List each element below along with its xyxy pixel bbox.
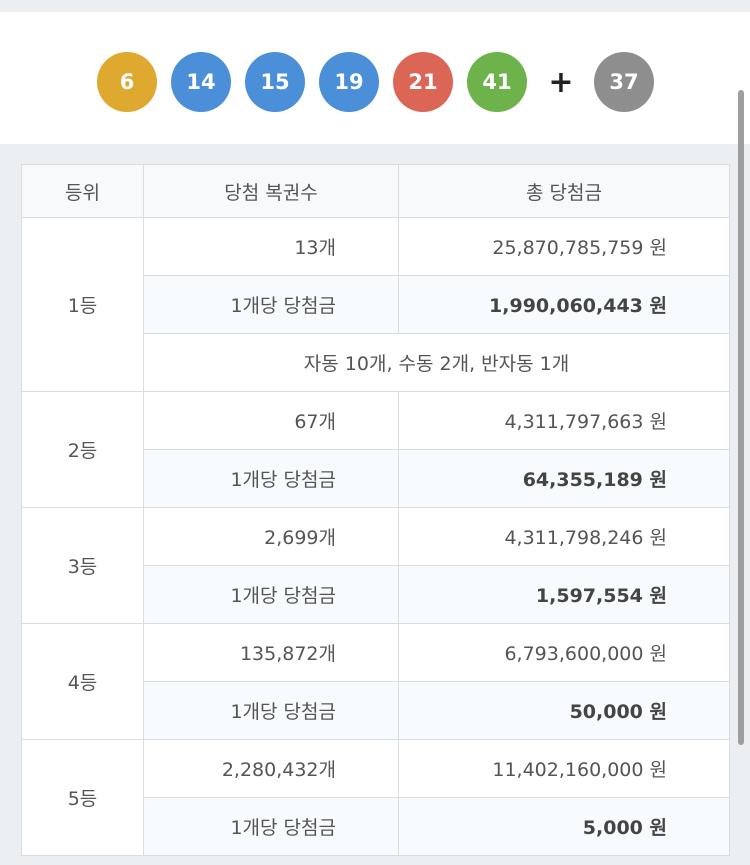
table-row: 자동 10개, 수동 2개, 반자동 1개 xyxy=(22,333,730,392)
total-prize: 4,311,797,663 원 xyxy=(398,391,730,450)
rank-cell: 4등 xyxy=(21,623,144,740)
winner-count: 2,699개 xyxy=(143,507,399,566)
table-row: 1개당 당첨금 1,990,060,443 원 xyxy=(22,275,730,334)
table-row: 2등 67개 4,311,797,663 원 xyxy=(21,391,730,508)
total-prize: 11,402,160,000 원 xyxy=(398,739,730,798)
table-row: 1개당 당첨금 1,597,554 원 xyxy=(22,565,730,624)
table-row: 1개당 당첨금 50,000 원 xyxy=(22,681,730,740)
per-winner-label: 1개당 당첨금 xyxy=(143,681,399,740)
total-prize: 4,311,798,246 원 xyxy=(398,507,730,566)
bonus-ball: 37 xyxy=(594,52,654,112)
total-prize: 25,870,785,759 원 xyxy=(398,217,730,276)
winner-count: 13개 xyxy=(143,217,399,276)
ball-5: 21 xyxy=(393,52,453,112)
table-row: 3등 2,699개 4,311,798,246 원 xyxy=(21,507,730,624)
table-header-row: 등위 당첨 복권수 총 당첨금 xyxy=(21,164,730,218)
top-strip xyxy=(0,0,750,12)
per-winner-prize: 1,597,554 원 xyxy=(398,565,730,624)
total-prize: 6,793,600,000 원 xyxy=(398,623,730,682)
purchase-type-note: 자동 10개, 수동 2개, 반자동 1개 xyxy=(143,333,730,392)
ball-6: 41 xyxy=(467,52,527,112)
rank-cell: 5등 xyxy=(21,739,144,856)
scrollbar[interactable] xyxy=(738,90,744,745)
winning-numbers-panel: 6 14 15 19 21 41 + 37 xyxy=(0,12,750,144)
per-winner-label: 1개당 당첨금 xyxy=(143,275,399,334)
per-winner-label: 1개당 당첨금 xyxy=(143,797,399,856)
table-row: 4등 135,872개 6,793,600,000 원 xyxy=(21,623,730,740)
ball-3: 15 xyxy=(245,52,305,112)
rank-cell: 1등 xyxy=(21,217,144,392)
header-rank: 등위 xyxy=(21,164,144,218)
per-winner-prize: 1,990,060,443 원 xyxy=(398,275,730,334)
ball-2: 14 xyxy=(171,52,231,112)
per-winner-prize: 64,355,189 원 xyxy=(398,449,730,508)
header-count: 당첨 복권수 xyxy=(143,164,399,218)
per-winner-prize: 50,000 원 xyxy=(398,681,730,740)
ball-4: 19 xyxy=(319,52,379,112)
winner-count: 135,872개 xyxy=(143,623,399,682)
prize-table: 등위 당첨 복권수 총 당첨금 1등 13개 25,870,785,759 원 … xyxy=(21,164,730,856)
table-row: 1개당 당첨금 5,000 원 xyxy=(22,797,730,856)
rank-cell: 3등 xyxy=(21,507,144,624)
ball-1: 6 xyxy=(97,52,157,112)
header-total: 총 당첨금 xyxy=(398,164,730,218)
table-row: 1등 13개 25,870,785,759 원 xyxy=(21,217,730,392)
table-row: 5등 2,280,432개 11,402,160,000 원 xyxy=(21,739,730,856)
per-winner-label: 1개당 당첨금 xyxy=(143,565,399,624)
per-winner-prize: 5,000 원 xyxy=(398,797,730,856)
prize-table-container: 등위 당첨 복권수 총 당첨금 1등 13개 25,870,785,759 원 … xyxy=(21,164,730,856)
plus-sign: + xyxy=(548,64,574,100)
winner-count: 67개 xyxy=(143,391,399,450)
winner-count: 2,280,432개 xyxy=(143,739,399,798)
rank-cell: 2등 xyxy=(21,391,144,508)
per-winner-label: 1개당 당첨금 xyxy=(143,449,399,508)
table-row: 1개당 당첨금 64,355,189 원 xyxy=(22,449,730,508)
